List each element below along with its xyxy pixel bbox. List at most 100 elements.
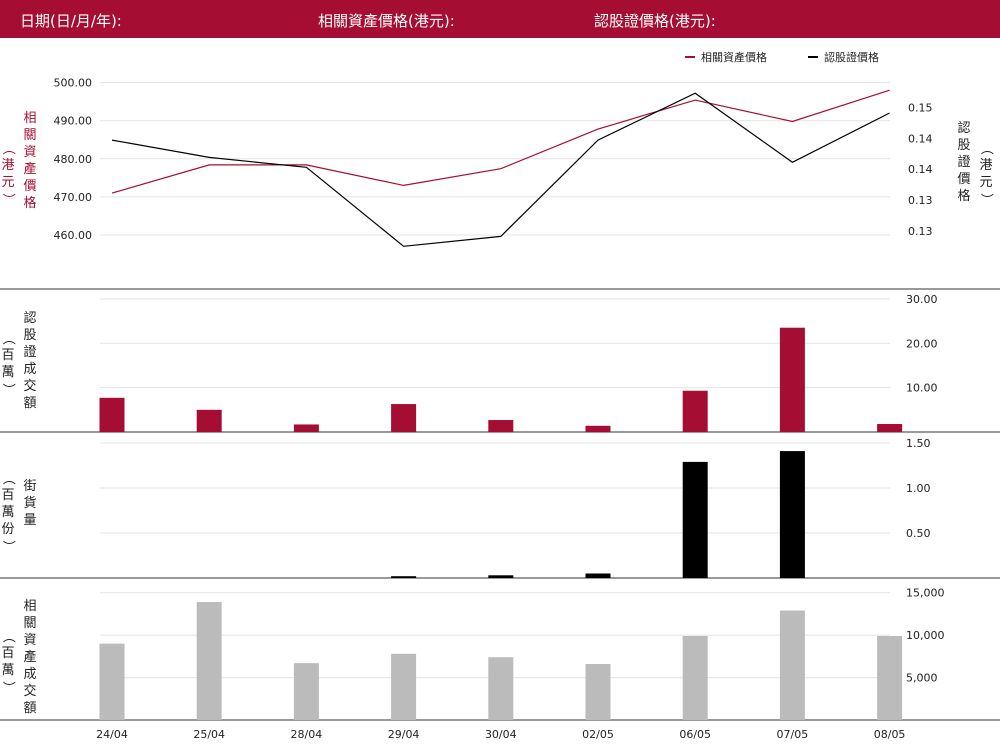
- outstanding-bar: [779, 451, 805, 578]
- warrant-turnover-tick-label: 30.00: [906, 293, 938, 306]
- axis-label-char: 格: [957, 189, 971, 204]
- asset-turnover-bar: [293, 663, 319, 720]
- axis-label-char: 元: [979, 175, 993, 190]
- right-axis-tick-label: 0.13: [908, 225, 933, 238]
- axis-label-char: 關: [23, 128, 37, 143]
- axis-label-char: 相: [23, 111, 37, 126]
- right-axis-tick-label: 0.14: [908, 132, 933, 145]
- right-axis-tick-label: 0.14: [908, 163, 933, 176]
- x-axis-tick-label: 25/04: [193, 728, 225, 741]
- axis-label-char: 港: [979, 158, 993, 173]
- axis-label-char: ）: [0, 680, 16, 694]
- asset-turnover-bar: [488, 657, 514, 720]
- axis-label-char: 成: [23, 362, 37, 377]
- axis-label-char: 證: [23, 345, 37, 360]
- warrant-turnover-bar: [682, 390, 708, 432]
- asset-turnover-bar: [779, 610, 805, 720]
- axis-label-char: 資: [23, 633, 37, 648]
- left-axis-tick-label: 500.00: [54, 77, 93, 90]
- axis-label-char: 股: [957, 138, 971, 153]
- asset-turnover-bar: [196, 602, 222, 720]
- axis-label-char: 認: [23, 311, 37, 326]
- axis-label-char: 相: [23, 599, 37, 614]
- warrant-price-axis-unit: （ 港元 ）: [978, 140, 994, 208]
- date-label: 日期(日/月/年):: [20, 12, 122, 30]
- axis-label-char: 交: [23, 379, 37, 394]
- axis-label-char: 關: [23, 616, 37, 631]
- right-axis-tick-label: 0.13: [908, 194, 933, 207]
- axis-label-char: 資: [23, 145, 37, 160]
- x-axis-tick-label: 06/05: [679, 728, 711, 741]
- axis-label-char: ）: [978, 192, 994, 206]
- warrant-turnover-bar: [293, 424, 319, 432]
- warrant-turnover-axis-unit: （ 百萬 ）: [0, 330, 16, 398]
- warrant-turnover-bar: [391, 404, 417, 432]
- x-axis-tick-label: 08/05: [874, 728, 906, 741]
- axis-label-char: 價: [957, 172, 971, 187]
- warrant-turnover-bar: [585, 425, 611, 432]
- warrant-turnover-axis-label: 認股證成交額: [22, 310, 38, 412]
- axis-label-char: 萬: [1, 505, 15, 520]
- axis-label-char: 證: [957, 155, 971, 170]
- warrant-turnover-tick-label: 10.00: [906, 382, 938, 395]
- axis-label-char: 份: [1, 522, 15, 537]
- outstanding-tick-label: 0.50: [906, 527, 931, 540]
- asset-price-label: 相關資產價格(港元):: [318, 12, 455, 30]
- series-line-asset-price: [111, 89, 890, 194]
- outstanding-axis-label: 街貨量: [22, 478, 38, 529]
- warrant-turnover-bar: [196, 409, 222, 432]
- axis-label-char: 量: [23, 513, 37, 528]
- outstanding-tick-label: 1.50: [906, 437, 931, 450]
- asset-turnover-bar: [585, 664, 611, 720]
- warrant-turnover-tick-label: 20.00: [906, 337, 938, 350]
- warrant-price-axis-label: 認股證價格: [956, 120, 972, 205]
- axis-label-char: 額: [23, 396, 37, 411]
- legend-label-warrant: 認股證價格: [824, 50, 879, 64]
- asset-price-axis-unit: （ 港元 ）: [0, 140, 16, 208]
- axis-label-char: 萬: [1, 663, 15, 678]
- axis-label-char: 股: [23, 328, 37, 343]
- warrant-price-label: 認股證價格(港元):: [594, 12, 716, 30]
- axis-label-char: 元: [1, 175, 15, 190]
- axis-label-char: 產: [23, 162, 37, 177]
- x-axis-tick-label: 29/04: [388, 728, 420, 741]
- warrant-turnover-bar: [877, 424, 903, 432]
- warrant-turnover-bar: [488, 420, 514, 432]
- warrant-turnover-bar: [779, 327, 805, 432]
- axis-label-char: （: [978, 141, 994, 155]
- left-axis-tick-label: 480.00: [54, 153, 93, 166]
- outstanding-bar: [391, 576, 417, 578]
- axis-label-char: ）: [0, 192, 16, 206]
- axis-label-char: ）: [0, 382, 16, 396]
- axis-label-char: 產: [23, 650, 37, 665]
- axis-label-char: 百: [1, 488, 15, 503]
- axis-label-char: 萬: [1, 365, 15, 380]
- x-axis-tick-label: 24/04: [96, 728, 128, 741]
- asset-turnover-tick-label: 10,000: [906, 629, 945, 642]
- header-bar: 日期(日/月/年): 相關資產價格(港元): 認股證價格(港元):: [0, 0, 1000, 38]
- outstanding-bar: [682, 461, 708, 578]
- right-axis-tick-label: 0.15: [908, 101, 933, 114]
- series-line-warrant-price: [111, 92, 890, 247]
- asset-turnover-bar: [99, 643, 125, 720]
- asset-turnover-tick-label: 15,000: [906, 587, 945, 600]
- left-axis-tick-label: 470.00: [54, 191, 93, 204]
- axis-label-char: 港: [1, 158, 15, 173]
- left-axis-tick-label: 460.00: [54, 229, 93, 242]
- axis-label-char: （: [0, 331, 16, 345]
- axis-label-char: 成: [23, 667, 37, 682]
- axis-label-char: 額: [23, 701, 37, 716]
- outstanding-tick-label: 1.00: [906, 482, 931, 495]
- outstanding-axis-unit: （ 百萬份 ）: [0, 470, 16, 555]
- axis-label-char: 貨: [23, 496, 37, 511]
- warrant-turnover-bar: [99, 397, 125, 432]
- asset-turnover-bar: [682, 636, 708, 720]
- x-axis-tick-label: 07/05: [777, 728, 809, 741]
- axis-label-char: 格: [23, 196, 37, 211]
- axis-label-char: （: [0, 629, 16, 643]
- axis-label-char: ）: [0, 539, 16, 553]
- outstanding-bar: [585, 573, 611, 578]
- axis-label-char: （: [0, 141, 16, 155]
- x-axis-tick-label: 28/04: [291, 728, 323, 741]
